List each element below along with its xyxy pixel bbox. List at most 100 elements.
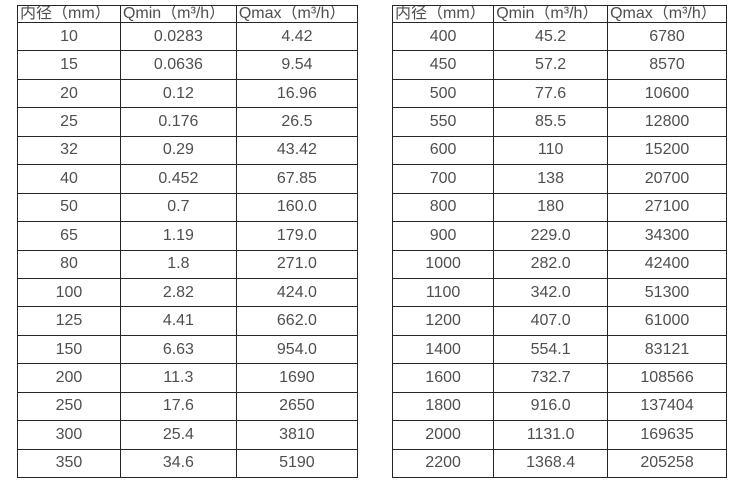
diameter-cell: 80: [17, 249, 121, 279]
table-row: 2200 1368.4 205258: [391, 448, 727, 479]
qmin-cell: 0.12: [119, 78, 237, 109]
header-row: 内径（mm） Qmin（m³/h） Qmax（m³/h）: [391, 5, 727, 23]
qmin-cell: 1131.0: [493, 420, 609, 450]
diameter-cell: 65: [17, 221, 121, 251]
qmin-cell: 0.0283: [119, 21, 237, 52]
qmin-cell: 0.452: [119, 164, 237, 194]
table-row: 250 17.6 2650: [17, 391, 359, 422]
diameter-cell: 2200: [391, 448, 495, 479]
diameter-cell: 1200: [391, 306, 495, 336]
qmin-cell: 57.2: [493, 50, 609, 80]
table-row: 350 34.6 5190: [17, 448, 359, 479]
diameter-cell: 1100: [391, 277, 495, 308]
table-row: 700 138 20700: [391, 164, 727, 194]
diameter-cell: 100: [17, 277, 121, 308]
qmin-cell: 45.2: [493, 21, 609, 52]
header-row: 内径（mm） Qmin（m³/h） Qmax（m³/h）: [17, 5, 359, 23]
qmax-cell: 10600: [607, 78, 727, 109]
table-row: 15 0.0636 9.54: [17, 50, 359, 80]
table-row: 100 2.82 424.0: [17, 277, 359, 308]
table-row: 32 0.29 43.42: [17, 135, 359, 166]
diameter-cell: 32: [17, 135, 121, 166]
qmin-cell: 1368.4: [493, 448, 609, 479]
qmax-cell: 662.0: [235, 306, 359, 336]
table-row: 1000 282.0 42400: [391, 249, 727, 279]
table-row: 150 6.63 954.0: [17, 334, 359, 365]
qmin-cell: 0.29: [119, 135, 237, 166]
qmax-cell: 5190: [235, 448, 359, 479]
qmax-column-header: Qmax（m³/h）: [235, 5, 359, 23]
qmin-cell: 0.176: [119, 107, 237, 137]
qmax-cell: 67.85: [235, 164, 359, 194]
qmax-cell: 1690: [235, 363, 359, 393]
qmin-column-header: Qmin（m³/h）: [119, 5, 237, 23]
flow-table-large-diameters: 内径（mm） Qmin（m³/h） Qmax（m³/h） 400 45.2 6780 450…: [391, 5, 727, 479]
diameter-cell: 700: [391, 164, 495, 194]
diameter-cell: 300: [17, 420, 121, 450]
diameter-cell: 1800: [391, 391, 495, 422]
qmax-cell: 15200: [607, 135, 727, 166]
qmax-cell: 26.5: [235, 107, 359, 137]
table-row: 2000 1131.0 169635: [391, 420, 727, 450]
table-row: 550 85.5 12800: [391, 107, 727, 137]
table-row: 200 11.3 1690: [17, 363, 359, 393]
qmin-column-header: Qmin（m³/h）: [493, 5, 609, 23]
qmax-cell: 61000: [607, 306, 727, 336]
qmax-cell: 42400: [607, 249, 727, 279]
diameter-cell: 250: [17, 391, 121, 422]
qmax-cell: 954.0: [235, 334, 359, 365]
table-row: 20 0.12 16.96: [17, 78, 359, 109]
qmax-cell: 205258: [607, 448, 727, 479]
qmax-cell: 137404: [607, 391, 727, 422]
table-row: 900 229.0 34300: [391, 221, 727, 251]
qmax-cell: 179.0: [235, 221, 359, 251]
qmin-cell: 282.0: [493, 249, 609, 279]
diameter-cell: 450: [391, 50, 495, 80]
table-row: 800 180 27100: [391, 192, 727, 223]
table-row: 25 0.176 26.5: [17, 107, 359, 137]
table-row: 300 25.4 3810: [17, 420, 359, 450]
diameter-cell: 1400: [391, 334, 495, 365]
qmax-cell: 424.0: [235, 277, 359, 308]
qmax-cell: 2650: [235, 391, 359, 422]
table-row: 1600 732.7 108566: [391, 363, 727, 393]
qmin-cell: 77.6: [493, 78, 609, 109]
qmin-cell: 0.0636: [119, 50, 237, 80]
diameter-cell: 350: [17, 448, 121, 479]
qmax-cell: 20700: [607, 164, 727, 194]
qmax-cell: 169635: [607, 420, 727, 450]
qmin-cell: 25.4: [119, 420, 237, 450]
qmin-cell: 1.19: [119, 221, 237, 251]
qmin-cell: 407.0: [493, 306, 609, 336]
qmax-cell: 34300: [607, 221, 727, 251]
qmin-cell: 554.1: [493, 334, 609, 365]
diameter-cell: 2000: [391, 420, 495, 450]
qmax-cell: 51300: [607, 277, 727, 308]
table-row: 450 57.2 8570: [391, 50, 727, 80]
qmax-cell: 108566: [607, 363, 727, 393]
table-row: 1200 407.0 61000: [391, 306, 727, 336]
table-row: 1100 342.0 51300: [391, 277, 727, 308]
qmax-cell: 4.42: [235, 21, 359, 52]
qmax-cell: 3810: [235, 420, 359, 450]
qmin-cell: 34.6: [119, 448, 237, 479]
table-row: 40 0.452 67.85: [17, 164, 359, 194]
qmin-cell: 6.63: [119, 334, 237, 365]
diameter-cell: 1000: [391, 249, 495, 279]
table-row: 400 45.2 6780: [391, 21, 727, 52]
qmax-cell: 160.0: [235, 192, 359, 223]
table-row: 10 0.0283 4.42: [17, 21, 359, 52]
qmin-cell: 2.82: [119, 277, 237, 308]
qmin-cell: 85.5: [493, 107, 609, 137]
qmax-cell: 8570: [607, 50, 727, 80]
diameter-column-header: 内径（mm）: [17, 5, 121, 23]
qmax-cell: 43.42: [235, 135, 359, 166]
qmin-cell: 11.3: [119, 363, 237, 393]
table-row: 1800 916.0 137404: [391, 391, 727, 422]
qmin-cell: 138: [493, 164, 609, 194]
diameter-cell: 550: [391, 107, 495, 137]
diameter-column-header: 内径（mm）: [391, 5, 495, 23]
qmin-cell: 17.6: [119, 391, 237, 422]
table-row: 600 110 15200: [391, 135, 727, 166]
